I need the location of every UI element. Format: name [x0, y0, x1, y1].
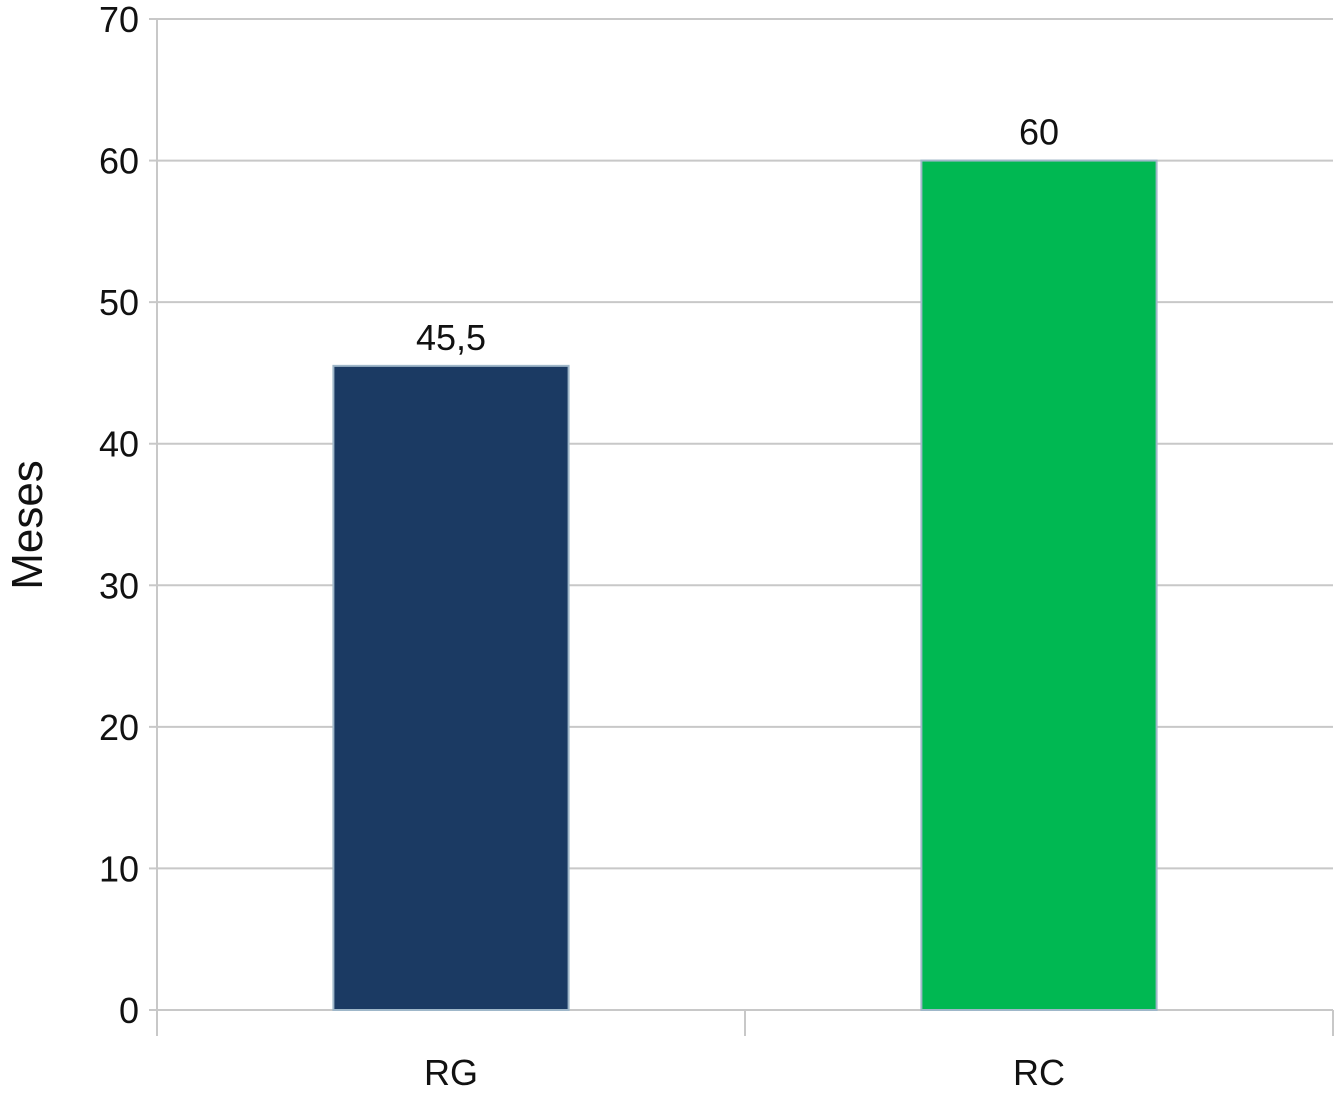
- data-label-RG: 45,5: [416, 317, 486, 358]
- y-axis-title: Meses: [3, 460, 52, 590]
- data-label-RC: 60: [1019, 112, 1059, 153]
- y-tick-label-20: 20: [99, 707, 139, 748]
- y-tick-label-60: 60: [99, 141, 139, 182]
- y-tick-label-40: 40: [99, 424, 139, 465]
- bar-RC: [920, 159, 1158, 1012]
- y-tick-label-70: 70: [99, 0, 139, 40]
- y-tick-label-0: 0: [119, 990, 139, 1031]
- labels: 0 10 20 30 40 50 60 70 45,5 RG 60 RC: [99, 0, 1065, 1093]
- x-category-label-RG: RG: [424, 1052, 478, 1093]
- y-tick-label-50: 50: [99, 282, 139, 323]
- y-tick-label-30: 30: [99, 565, 139, 606]
- bar-RG: [332, 364, 570, 1012]
- bars: [332, 159, 1158, 1012]
- x-category-label-RC: RC: [1013, 1052, 1065, 1093]
- y-tick-label-10: 10: [99, 848, 139, 889]
